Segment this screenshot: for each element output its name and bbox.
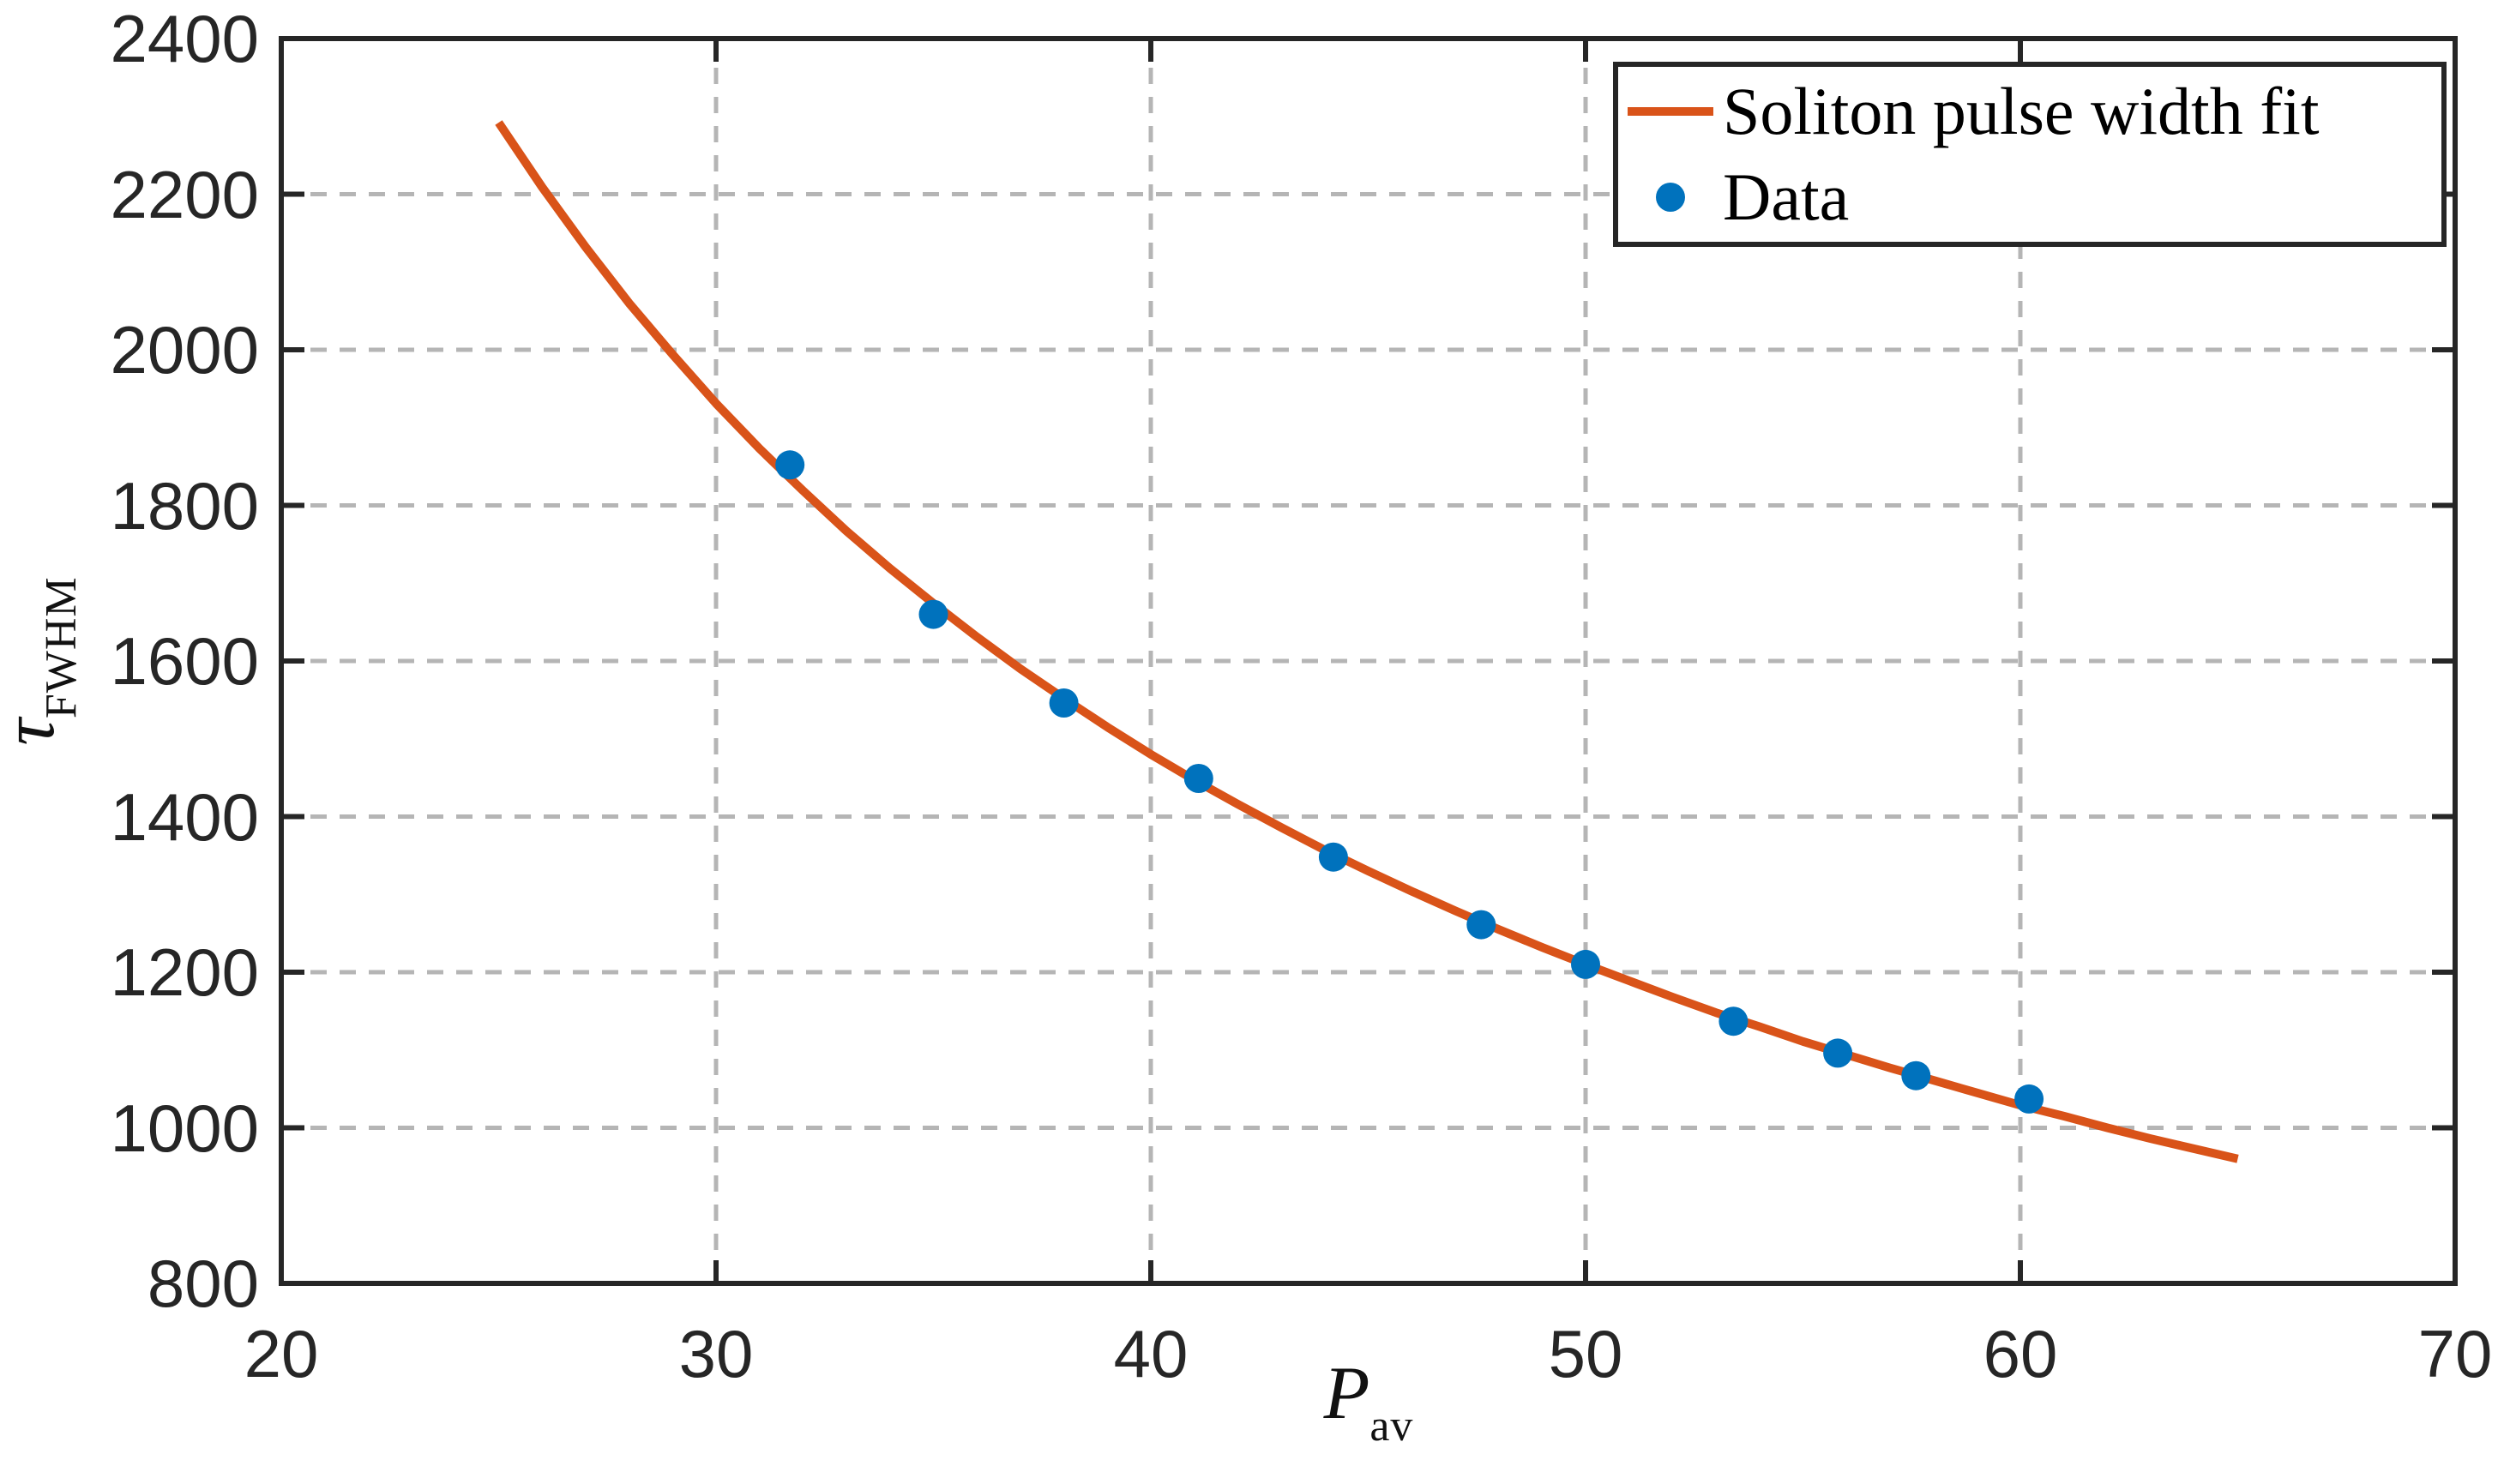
legend-entry-fit: Soliton pulse width fit (1618, 78, 2441, 145)
fit-line-icon (1628, 107, 1713, 116)
y-axis-symbol: τ (0, 718, 70, 746)
data-point (1466, 910, 1496, 940)
data-point (918, 599, 948, 629)
data-points (775, 450, 2044, 1114)
y-axis-subscript: FWHM (37, 576, 86, 719)
x-tick-label: 50 (1548, 1316, 1623, 1391)
y-tick-label: 1000 (110, 1090, 259, 1166)
x-tick-label: 60 (1983, 1316, 2058, 1391)
y-tick-label: 1200 (110, 934, 259, 1010)
data-point (1901, 1060, 1931, 1090)
y-tick-label: 2400 (110, 1, 259, 76)
legend-sample-area (1618, 183, 1723, 212)
data-point (2014, 1084, 2044, 1114)
data-point (1718, 1006, 1749, 1036)
legend-box: Soliton pulse width fit Data (1613, 62, 2447, 247)
x-tick-label: 30 (678, 1316, 754, 1391)
y-tick-label: 1400 (110, 778, 259, 855)
x-tick-label: 40 (1113, 1316, 1189, 1391)
y-tick-label: 2200 (110, 156, 259, 232)
fit-curve (495, 120, 2239, 1163)
data-point (1823, 1038, 1853, 1068)
data-point (1571, 949, 1600, 979)
data-point (1183, 764, 1213, 793)
legend-label-data: Data (1723, 159, 1850, 234)
axes-box (279, 36, 2458, 1286)
y-tick-label: 1800 (110, 467, 259, 544)
x-axis-subscript: av (1369, 1402, 1414, 1451)
x-axis-label: Pav (1324, 1356, 1414, 1449)
x-tick-label: 70 (2417, 1316, 2493, 1391)
legend-entry-data: Data (1618, 164, 2441, 231)
legend-label-fit: Soliton pulse width fit (1723, 74, 2320, 148)
fit-curve-path (495, 120, 2239, 1163)
x-axis-symbol: P (1323, 1352, 1370, 1435)
data-point (775, 450, 805, 480)
x-tick-label: 20 (244, 1316, 319, 1391)
y-axis-label: τFWHM (0, 576, 86, 746)
y-tick-label: 1600 (110, 623, 259, 699)
data-dot-icon (1656, 183, 1685, 212)
data-point (1318, 842, 1348, 872)
legend-sample-area (1618, 107, 1723, 116)
y-tick-label: 800 (147, 1246, 259, 1321)
data-point (1049, 688, 1079, 718)
y-tick-label: 2000 (110, 312, 259, 388)
